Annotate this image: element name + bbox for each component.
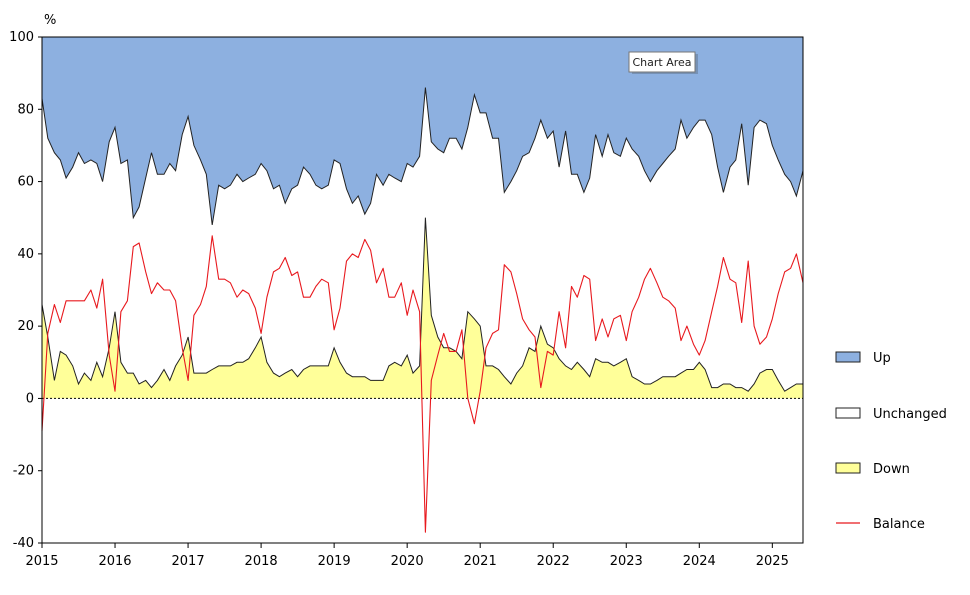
x-tick-label: 2015 [25,554,58,569]
tooltip-box [628,51,696,73]
x-tick-label: 2022 [537,554,570,569]
up-series-line [41,87,804,225]
x-tick-label: 2021 [464,554,497,569]
y-axis-unit-label: % [44,13,56,28]
y-tick-label: 80 [17,102,34,117]
legend: Up Unchanged Down Balance [835,351,947,532]
y-tick-label: -40 [13,536,34,551]
tooltip-text: Chart Area [632,56,691,69]
legend-swatch-down [835,462,861,474]
down-area [42,217,803,399]
legend-swatch-unchanged [835,407,861,419]
legend-label-balance: Balance [873,517,925,532]
legend-label-down: Down [873,462,910,477]
chart-area-tooltip: Chart Area [628,51,698,74]
x-tick-label: 2020 [391,554,424,569]
y-tick-label: 0 [26,391,34,406]
axes: -40 -20 0 20 40 60 80 100 2015 2016 2017 2018 2019 20… [9,30,804,569]
balance-series-line [41,235,804,533]
up-area [42,37,803,225]
x-tick-label: 2016 [98,554,131,569]
y-tick-label: -20 [13,464,34,479]
y-tick-label: 60 [17,175,34,190]
x-tick-label: 2018 [245,554,278,569]
legend-label-unchanged: Unchanged [873,407,947,422]
y-tick-label: 40 [17,247,34,262]
y-tick-label: 100 [9,30,34,45]
down-series-line [41,217,803,392]
plot-area[interactable] [41,37,804,543]
x-tick-label: 2024 [683,554,716,569]
y-tick-label: 20 [17,319,34,334]
legend-label-up: Up [873,351,891,366]
x-tick-label: 2025 [756,554,789,569]
legend-swatch-up [835,351,861,363]
x-tick-label: 2023 [610,554,643,569]
plot-border [41,36,804,544]
x-tick-label: 2017 [172,554,205,569]
x-tick-label: 2019 [318,554,351,569]
